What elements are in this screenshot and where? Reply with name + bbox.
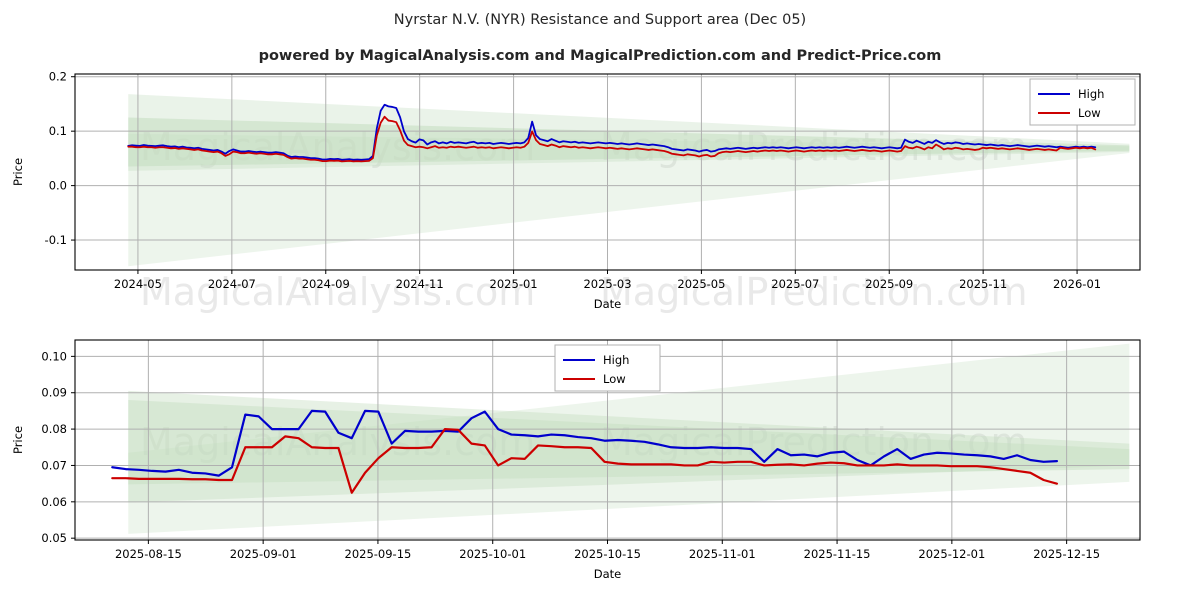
y-tick-label: 0.10 xyxy=(41,349,67,363)
y-tick-label: -0.1 xyxy=(45,233,67,247)
confidence-band xyxy=(128,390,1130,503)
x-axis-label: Date xyxy=(594,297,622,311)
y-tick-label: 0.05 xyxy=(41,531,67,545)
series-line-high xyxy=(127,103,1097,161)
x-axis: 2025-08-15 2025-09-01 2025-09-15 2025-10-01… xyxy=(115,540,1100,561)
legend-box xyxy=(1029,78,1136,126)
x-tick-label: 2025-09-15 xyxy=(345,547,412,561)
y-axis: 0.10 0.09 0.08 0.07 0.06 0.05 xyxy=(41,349,75,545)
series-line-low xyxy=(111,427,1059,494)
confidence-band xyxy=(128,343,1130,459)
y-axis-label: Price xyxy=(11,426,25,454)
x-tick-label: 2025-03 xyxy=(583,277,631,291)
legend[interactable]: High Low xyxy=(1029,78,1136,126)
x-tick-label: 2025-10-15 xyxy=(574,547,641,561)
y-tick-label: 0.08 xyxy=(41,422,67,436)
x-tick-label: 2026-01 xyxy=(1053,277,1101,291)
band-layer xyxy=(128,343,1130,534)
page-title: Nyrstar N.V. (NYR) Resistance and Suppor… xyxy=(394,12,806,28)
watermark-text: MagicalAnalysis.com xyxy=(140,270,535,314)
series-layer xyxy=(111,409,1059,494)
confidence-band xyxy=(128,400,1130,485)
x-tick-label: 2024-07 xyxy=(208,277,256,291)
series-line-high xyxy=(111,409,1059,477)
page-subtitle: powered by MagicalAnalysis.com and Magic… xyxy=(259,48,942,64)
legend-label-low: Low xyxy=(1078,106,1101,120)
legend-label-low: Low xyxy=(603,372,626,386)
x-tick-label: 2025-11-01 xyxy=(689,547,756,561)
x-tick-label: 2025-10-01 xyxy=(459,547,526,561)
x-tick-label: 2025-11 xyxy=(959,277,1007,291)
x-tick-label: 2024-05 xyxy=(114,277,162,291)
x-tick-label: 2024-09 xyxy=(302,277,350,291)
y-axis-label: Price xyxy=(11,158,25,186)
grid-layer xyxy=(75,74,1140,270)
x-tick-label: 2025-05 xyxy=(677,277,725,291)
y-axis: 0.2 0.1 0.0 -0.1 xyxy=(45,70,75,247)
x-tick-label: 2025-09-01 xyxy=(230,547,297,561)
confidence-band xyxy=(128,458,1130,534)
x-tick-label: 2024-11 xyxy=(396,277,444,291)
series-layer xyxy=(127,103,1097,163)
x-tick-label: 2025-07 xyxy=(771,277,819,291)
y-tick-label: 0.06 xyxy=(41,495,67,509)
legend-label-high: High xyxy=(603,353,629,367)
y-tick-label: 0.07 xyxy=(41,458,67,472)
legend[interactable]: High Low xyxy=(554,344,661,392)
x-tick-label: 2025-01 xyxy=(490,277,538,291)
x-tick-label: 2025-12-01 xyxy=(918,547,985,561)
x-tick-label: 2025-11-15 xyxy=(804,547,871,561)
legend-label-high: High xyxy=(1078,87,1104,101)
watermark-text: MagicalPrediction.com xyxy=(600,270,1028,314)
y-tick-label: 0.2 xyxy=(49,70,67,84)
x-tick-label: 2025-12-15 xyxy=(1033,547,1100,561)
series-line-low xyxy=(127,115,1097,163)
y-tick-label: 0.0 xyxy=(49,179,67,193)
y-tick-label: 0.09 xyxy=(41,386,67,400)
confidence-band xyxy=(128,133,1130,267)
x-tick-label: 2025-09 xyxy=(865,277,913,291)
y-tick-label: 0.1 xyxy=(49,124,67,138)
legend-box xyxy=(554,344,661,392)
x-axis: 2024-05 2024-07 2024-09 2024-11 2025-01 2025-… xyxy=(114,270,1101,291)
x-tick-label: 2025-08-15 xyxy=(115,547,182,561)
x-axis-label: Date xyxy=(594,567,622,581)
